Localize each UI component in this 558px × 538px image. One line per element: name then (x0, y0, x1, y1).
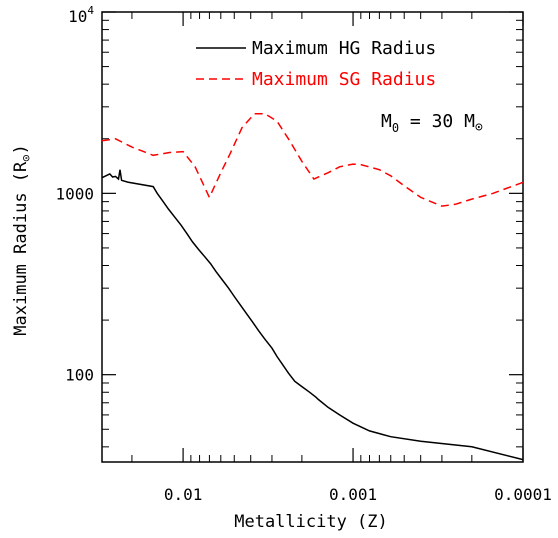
mass-annotation: M0 = 30 M⊙ (381, 111, 483, 135)
y-tick-label: 104 (68, 4, 94, 26)
series-line-sg-radius (101, 112, 524, 207)
x-tick-label: 0.001 (329, 485, 377, 504)
x-axis-title: Metallicity (Z) (234, 512, 388, 532)
x-axis: 0.01 0.001 0.0001 (164, 12, 552, 504)
legend-label-hg: Maximum HG Radius (252, 38, 436, 59)
y-axis: 100 1000 104 (55, 4, 523, 385)
x-tick-label: 0.01 (164, 485, 203, 504)
plot-frame (101, 11, 524, 463)
x-tick-label: 0.0001 (494, 485, 552, 504)
series-line-hg-radius (101, 169, 524, 461)
y-axis-title: Maximum Radius (R⊙) (11, 144, 33, 335)
series-lines (101, 112, 524, 461)
legend: Maximum HG Radius Maximum SG Radius (196, 38, 436, 90)
minor-ticks (102, 12, 523, 462)
y-tick-label: 1000 (55, 184, 94, 203)
y-tick-label: 100 (65, 366, 94, 385)
legend-label-sg: Maximum SG Radius (252, 69, 436, 90)
